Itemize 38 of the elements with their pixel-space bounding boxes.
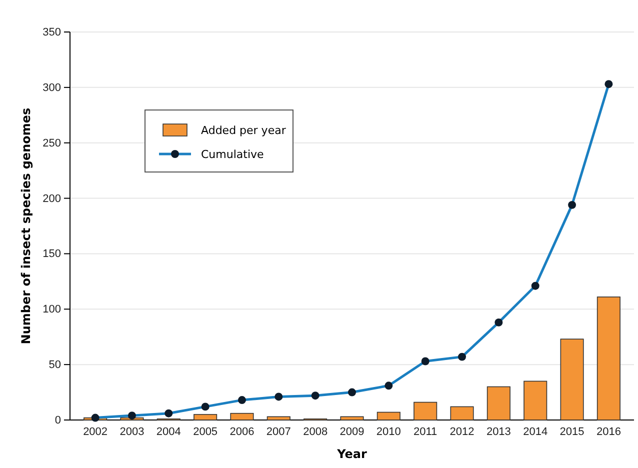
bar [524,380,548,420]
x-tick-label: 2016 [596,426,621,438]
x-tick-label: 2015 [560,426,584,438]
y-tick-label: 200 [42,192,61,205]
x-tick-label: 2012 [450,426,474,438]
bar [486,386,510,420]
x-axis-title: Year [336,447,367,461]
bar [266,416,290,420]
y-axis-title: Number of insect species genomes [19,108,33,344]
x-tick-label: 2014 [523,426,548,438]
y-tick-label: 350 [42,26,61,39]
y-tick-label: 50 [48,359,61,372]
x-tick-label: 2013 [486,426,511,438]
y-tick-label: 0 [54,414,61,427]
x-tick-label: 2004 [156,426,181,438]
y-tick-label: 300 [42,82,61,94]
bar [414,402,438,420]
x-tick-label: 2011 [414,426,438,438]
y-tick-label: 150 [42,248,61,260]
x-tick-label: 2009 [340,426,364,438]
x-tick-label: 2010 [376,426,401,438]
x-tick-label: 2007 [266,426,291,438]
bar [560,338,584,420]
legend-label: Added per year [201,124,286,137]
x-tick-label: 2005 [193,426,218,438]
y-tick-label: 100 [42,304,61,316]
y-tick-label: 250 [42,137,61,150]
x-tick-label: 2003 [120,426,144,438]
bar [194,414,218,420]
x-tick-label: 2002 [83,426,108,438]
bar [596,296,620,420]
bar [376,412,400,420]
bar [340,416,364,420]
x-tick-label: 2008 [303,426,328,438]
bar [230,412,254,420]
x-tick-label: 2006 [230,426,254,438]
bar [450,406,474,420]
legend-label: Cumulative [201,148,264,161]
